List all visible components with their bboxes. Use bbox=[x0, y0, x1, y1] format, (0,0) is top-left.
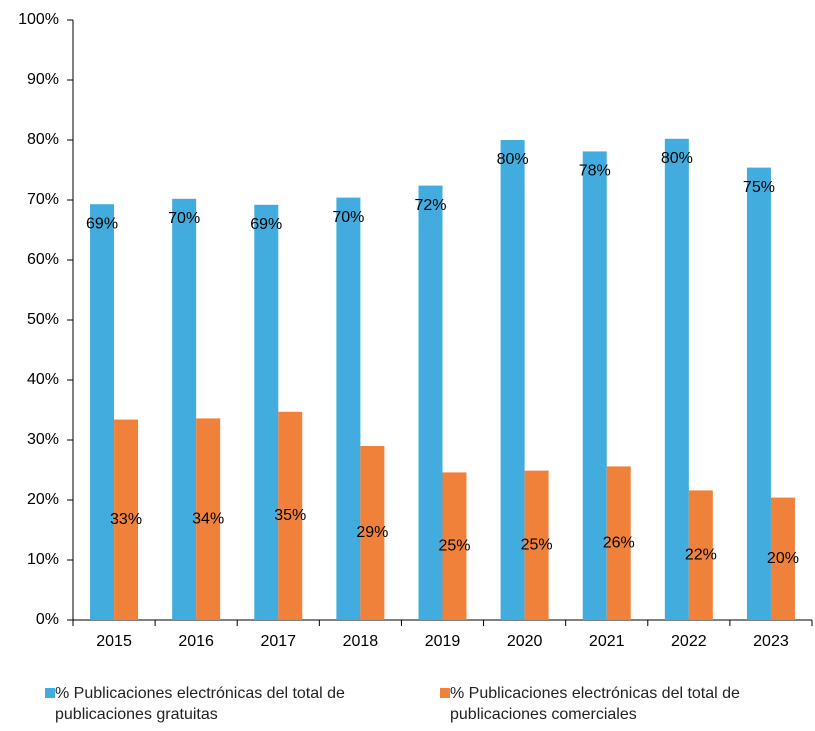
bar bbox=[360, 446, 385, 620]
data-label: 33% bbox=[110, 511, 142, 528]
data-label: 75% bbox=[743, 179, 775, 196]
bar bbox=[606, 466, 631, 620]
legend-swatch bbox=[45, 688, 55, 698]
x-tick-label: 2023 bbox=[753, 633, 789, 650]
legend-label: % Publicaciones electrónicas del total d… bbox=[55, 685, 345, 723]
bar bbox=[524, 470, 549, 620]
y-tick-label: 80% bbox=[27, 131, 59, 148]
bar bbox=[746, 167, 771, 620]
bar bbox=[114, 419, 139, 620]
data-label: 34% bbox=[192, 510, 224, 527]
data-label: 70% bbox=[332, 209, 364, 226]
bar bbox=[196, 418, 221, 620]
y-tick-label: 70% bbox=[27, 191, 59, 208]
data-label: 20% bbox=[767, 550, 799, 567]
x-tick-label: 2020 bbox=[507, 633, 543, 650]
data-label: 35% bbox=[274, 507, 306, 524]
bar bbox=[172, 198, 197, 621]
data-label: 69% bbox=[86, 215, 118, 232]
data-label: 25% bbox=[438, 537, 470, 554]
legend-label: % Publicaciones electrónicas del total d… bbox=[450, 685, 740, 723]
x-tick-label: 2018 bbox=[343, 633, 379, 650]
x-tick-label: 2017 bbox=[260, 633, 296, 650]
bar bbox=[278, 411, 303, 620]
x-tick-label: 2021 bbox=[589, 633, 625, 650]
bar bbox=[418, 185, 443, 620]
x-tick-label: 2019 bbox=[425, 633, 461, 650]
data-label: 26% bbox=[603, 534, 635, 551]
x-tick-label: 2016 bbox=[178, 633, 214, 650]
bar bbox=[90, 204, 115, 620]
bar bbox=[442, 472, 467, 620]
x-tick-label: 2022 bbox=[671, 633, 707, 650]
y-tick-label: 100% bbox=[18, 11, 59, 28]
y-tick-label: 60% bbox=[27, 251, 59, 268]
legend-swatch bbox=[440, 688, 450, 698]
y-tick-label: 90% bbox=[27, 71, 59, 88]
data-label: 80% bbox=[497, 151, 529, 168]
y-tick-label: 20% bbox=[27, 491, 59, 508]
bar bbox=[336, 197, 361, 620]
bar bbox=[500, 140, 525, 620]
data-label: 69% bbox=[250, 216, 282, 233]
y-tick-label: 30% bbox=[27, 431, 59, 448]
data-label: 22% bbox=[685, 546, 717, 563]
data-label: 70% bbox=[168, 210, 200, 227]
y-tick-label: 40% bbox=[27, 371, 59, 388]
data-label: 25% bbox=[521, 537, 553, 554]
data-label: 80% bbox=[661, 150, 693, 167]
bar bbox=[688, 490, 713, 620]
data-label: 72% bbox=[414, 197, 446, 214]
bar bbox=[664, 138, 689, 621]
data-label: 78% bbox=[579, 163, 611, 180]
y-tick-label: 0% bbox=[36, 611, 59, 628]
x-tick-label: 2015 bbox=[96, 633, 132, 650]
bar bbox=[770, 497, 795, 620]
y-tick-label: 10% bbox=[27, 551, 59, 568]
bar bbox=[582, 151, 607, 620]
data-label: 29% bbox=[356, 524, 388, 541]
bar bbox=[254, 204, 279, 621]
y-tick-label: 50% bbox=[27, 311, 59, 328]
